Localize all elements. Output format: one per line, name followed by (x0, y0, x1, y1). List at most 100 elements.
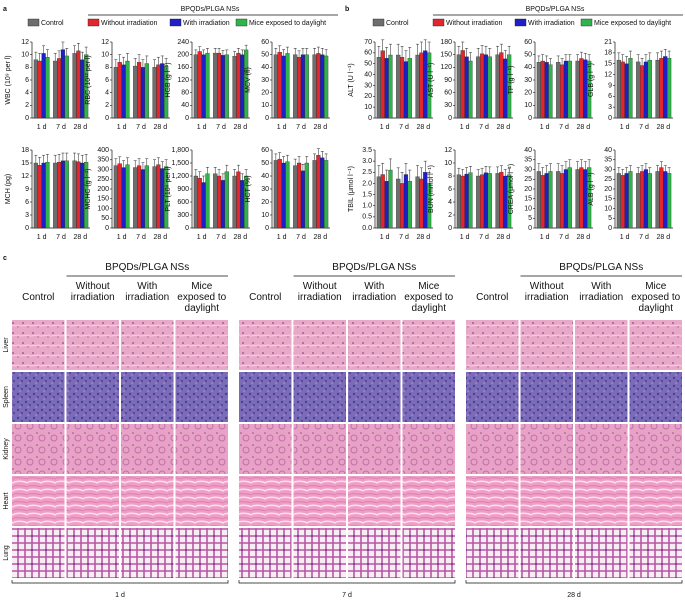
y-tick-label: 15 (604, 196, 612, 203)
error-bar (194, 49, 198, 55)
error-bar (560, 58, 564, 65)
error-bar (164, 159, 168, 167)
bar (236, 171, 241, 229)
error-bar (80, 51, 84, 60)
legend-label: With irradiation (528, 20, 575, 27)
histology-image (629, 424, 682, 474)
bar (45, 161, 50, 229)
bar (136, 165, 142, 229)
bar (60, 49, 66, 119)
error-bar (576, 161, 580, 170)
x-tick-label: 1 d (117, 234, 127, 241)
bar (240, 180, 245, 229)
error-bar (644, 54, 648, 62)
error-bar (499, 43, 503, 53)
y-tick-label: 0 (105, 225, 109, 232)
y-tick-label: 6 (608, 93, 612, 100)
bar (72, 160, 77, 229)
histology-image (175, 424, 228, 474)
legend-group-label: BPQDs/PLGA NSs (526, 6, 585, 13)
bar (312, 54, 317, 119)
histology-image (348, 528, 401, 578)
legend-label: Control (41, 20, 64, 27)
error-bar (568, 54, 572, 61)
error-bar (404, 50, 408, 62)
x-tick-label: 1 d (620, 124, 630, 131)
error-bar (320, 151, 324, 158)
column-header: Control (22, 292, 55, 303)
bar (240, 54, 245, 119)
bar (388, 169, 393, 229)
error-bar (560, 165, 564, 174)
bar (156, 164, 161, 229)
histology-image (66, 320, 119, 370)
group-label: BPQDs/PLGA NSs (559, 262, 644, 273)
y-tick-label: 50 (524, 52, 532, 59)
y-tick-label: 30 (364, 82, 372, 89)
y-tick-label: 10 (21, 52, 29, 59)
tissue-label: Lung (3, 545, 10, 561)
x-tick-label: 28 d (657, 234, 671, 241)
y-axis-label: CREA (μmol l⁻¹) (508, 164, 515, 215)
error-bar (465, 167, 469, 175)
y-tick-label: 0 (448, 115, 452, 122)
bar (583, 169, 588, 229)
histology-image (293, 476, 346, 526)
y-tick-label: 600 (177, 199, 189, 206)
time-label: 7 d (342, 592, 352, 599)
x-tick-label: 1 d (197, 124, 207, 131)
y-tick-label: 1,200 (171, 173, 189, 180)
error-bar (84, 154, 88, 163)
y-tick-label: 21 (604, 39, 612, 46)
histology-image (66, 424, 119, 474)
y-tick-label: 9 (25, 186, 29, 193)
x-tick-label: 1 d (37, 234, 47, 241)
y-tick-label: 180 (440, 39, 452, 46)
error-bar (583, 161, 587, 170)
bar (659, 167, 664, 229)
error-bar (305, 156, 309, 163)
histology-image (402, 476, 455, 526)
y-tick-label: 3 (25, 212, 29, 219)
bar (296, 57, 302, 119)
histology-image (466, 528, 519, 578)
bar (476, 175, 481, 229)
bar (152, 166, 157, 229)
error-bar (57, 154, 61, 163)
y-tick-label: 10 (101, 52, 109, 59)
error-bar (388, 158, 392, 171)
bar (407, 58, 412, 119)
bar (201, 54, 206, 119)
error-bar (576, 54, 580, 61)
error-bar (400, 46, 404, 58)
bar (495, 54, 500, 119)
x-tick-label: 1 d (117, 124, 127, 131)
error-bar (583, 53, 587, 60)
bar (476, 56, 481, 119)
legend-swatch (372, 18, 385, 27)
error-bar (205, 167, 209, 174)
histology-image (239, 372, 292, 422)
bar (277, 158, 282, 229)
bar (544, 173, 549, 229)
bar (56, 161, 62, 229)
bar (216, 175, 222, 229)
y-tick-label: 10 (364, 104, 372, 111)
bar (205, 52, 210, 119)
error-bar (617, 167, 621, 174)
x-tick-label: 7 d (639, 124, 649, 131)
error-bar (61, 41, 65, 50)
bar (479, 174, 485, 229)
x-tick-label: 7 d (216, 124, 226, 131)
y-tick-label: 150 (97, 196, 109, 203)
error-bar (285, 154, 289, 162)
error-bar (408, 169, 412, 182)
bar (464, 173, 469, 229)
error-bar (568, 159, 572, 168)
y-tick-label: 20 (261, 199, 269, 206)
bar (380, 174, 385, 229)
x-tick-label: 1 d (620, 234, 630, 241)
error-bar (65, 152, 69, 161)
bar (456, 54, 461, 119)
panel-label: b (345, 6, 349, 13)
